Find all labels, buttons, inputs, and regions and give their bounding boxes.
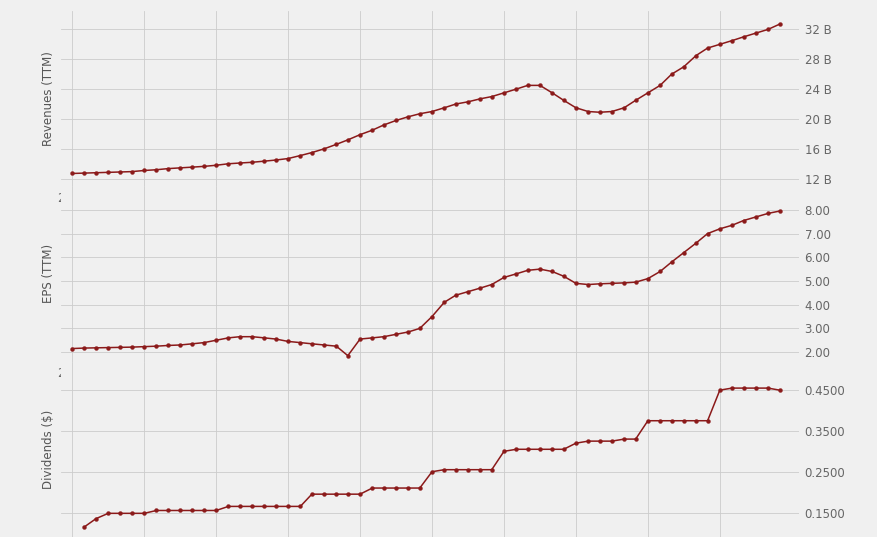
Y-axis label: EPS (TTM): EPS (TTM) — [41, 244, 54, 303]
Y-axis label: Revenues (TTM): Revenues (TTM) — [41, 51, 54, 146]
Y-axis label: Dividends ($): Dividends ($) — [41, 410, 54, 489]
